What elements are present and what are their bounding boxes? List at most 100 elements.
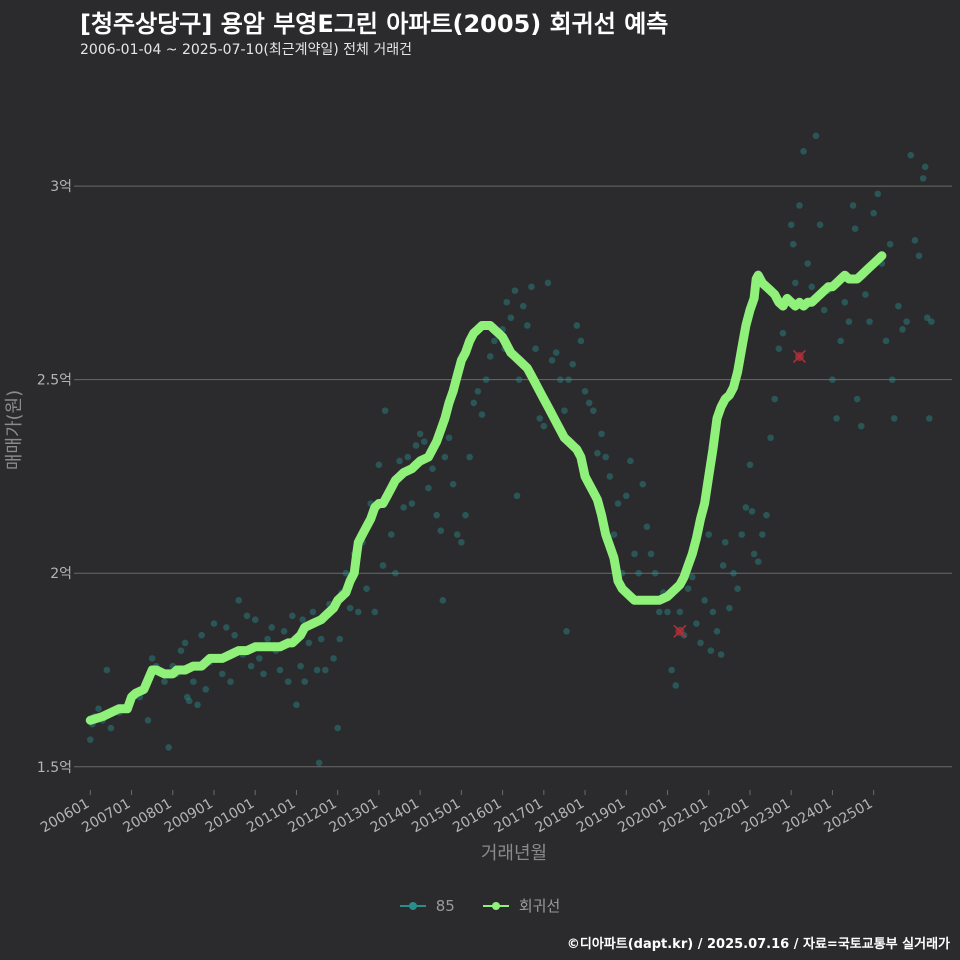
data-point (763, 511, 770, 519)
chart-title: [청주상당구] 용암 부영E그린 아파트(2005) 회귀선 예측 (80, 10, 669, 38)
data-point (573, 322, 581, 329)
data-point (602, 453, 609, 461)
data-point (482, 376, 490, 383)
data-point (507, 314, 515, 322)
data-point (276, 666, 284, 674)
data-point (926, 415, 933, 422)
legend-label-regression: 회귀선 (518, 897, 561, 915)
data-point (701, 597, 708, 604)
data-point (315, 759, 323, 767)
data-point (387, 531, 395, 538)
legend-item-85: 85 (399, 896, 455, 915)
data-point (746, 461, 754, 469)
data-point (420, 438, 428, 445)
data-point (915, 252, 923, 260)
data-point (462, 511, 469, 519)
data-point (503, 298, 511, 306)
data-point (190, 678, 197, 685)
data-point (713, 627, 721, 635)
data-point (697, 639, 704, 647)
data-point (375, 461, 383, 469)
data-point (354, 608, 362, 616)
data-point (491, 337, 498, 345)
data-point (309, 608, 317, 616)
chart-subtitle: 2006-01-04 ~ 2025-07-10(최근계약일) 전체 거래건 (80, 42, 412, 58)
data-point (342, 569, 350, 577)
data-point (684, 585, 692, 593)
data-point (849, 202, 857, 209)
data-point (851, 225, 859, 233)
data-point (622, 492, 630, 500)
data-point (416, 430, 424, 438)
data-point (519, 302, 527, 310)
data-point (705, 531, 713, 538)
data-point (581, 387, 589, 395)
data-point (210, 620, 218, 627)
data-point (759, 531, 766, 538)
data-point (882, 337, 890, 345)
data-point (511, 287, 519, 294)
data-point (738, 531, 746, 538)
data-point (903, 318, 910, 325)
data-point (792, 279, 799, 287)
data-point (293, 701, 300, 709)
data-point (561, 407, 568, 414)
data-point (796, 202, 803, 209)
data-point (754, 558, 762, 565)
data-point (767, 434, 774, 442)
data-point (709, 608, 717, 616)
data-point (251, 616, 259, 623)
data-point (857, 422, 865, 430)
data-point (165, 744, 172, 751)
data-point (748, 507, 756, 515)
data-point (183, 693, 191, 701)
data-point (585, 399, 593, 407)
data-point (515, 376, 523, 383)
data-point (742, 504, 750, 511)
data-point (161, 678, 168, 685)
data-point (412, 442, 420, 449)
data-point (921, 163, 929, 171)
data-point (635, 569, 642, 577)
data-point (268, 624, 276, 631)
grid-lines (74, 185, 952, 768)
data-point (536, 415, 544, 422)
data-point (874, 190, 882, 198)
outlier-cross (792, 349, 806, 363)
data-point (445, 434, 453, 442)
legend-key-regression (482, 899, 509, 913)
y-tick-label: 2억 (50, 566, 72, 582)
legend-key-85 (399, 899, 426, 913)
data-point (870, 209, 877, 217)
data-point (651, 569, 659, 577)
data-point (95, 705, 102, 713)
footer-credit: ©디아파트(dapt.kr) / 2025.07.16 / 자료=국토교통부 실… (566, 937, 950, 952)
data-point (441, 453, 449, 461)
data-point (569, 360, 576, 368)
data-point (439, 597, 447, 604)
data-point (284, 678, 292, 685)
data-point (363, 585, 370, 593)
data-point (513, 492, 521, 500)
data-point (305, 639, 313, 647)
data-point (779, 329, 787, 337)
data-point (334, 724, 341, 732)
data-point (470, 399, 478, 407)
data-point (726, 604, 733, 612)
y-axis-title: 매매가(원) (4, 390, 25, 470)
data-point (919, 175, 927, 182)
data-point (563, 627, 570, 635)
data-point (862, 291, 869, 298)
y-tick-label: 2.5억 (37, 373, 72, 389)
data-point (577, 337, 585, 345)
legend-label-85: 85 (435, 896, 455, 915)
data-point (289, 612, 296, 620)
data-point (486, 353, 494, 360)
data-point (458, 538, 465, 546)
data-point (346, 604, 354, 612)
data-point (429, 465, 436, 473)
data-point (247, 662, 255, 670)
data-point (866, 318, 873, 325)
outlier-markers (673, 349, 806, 638)
